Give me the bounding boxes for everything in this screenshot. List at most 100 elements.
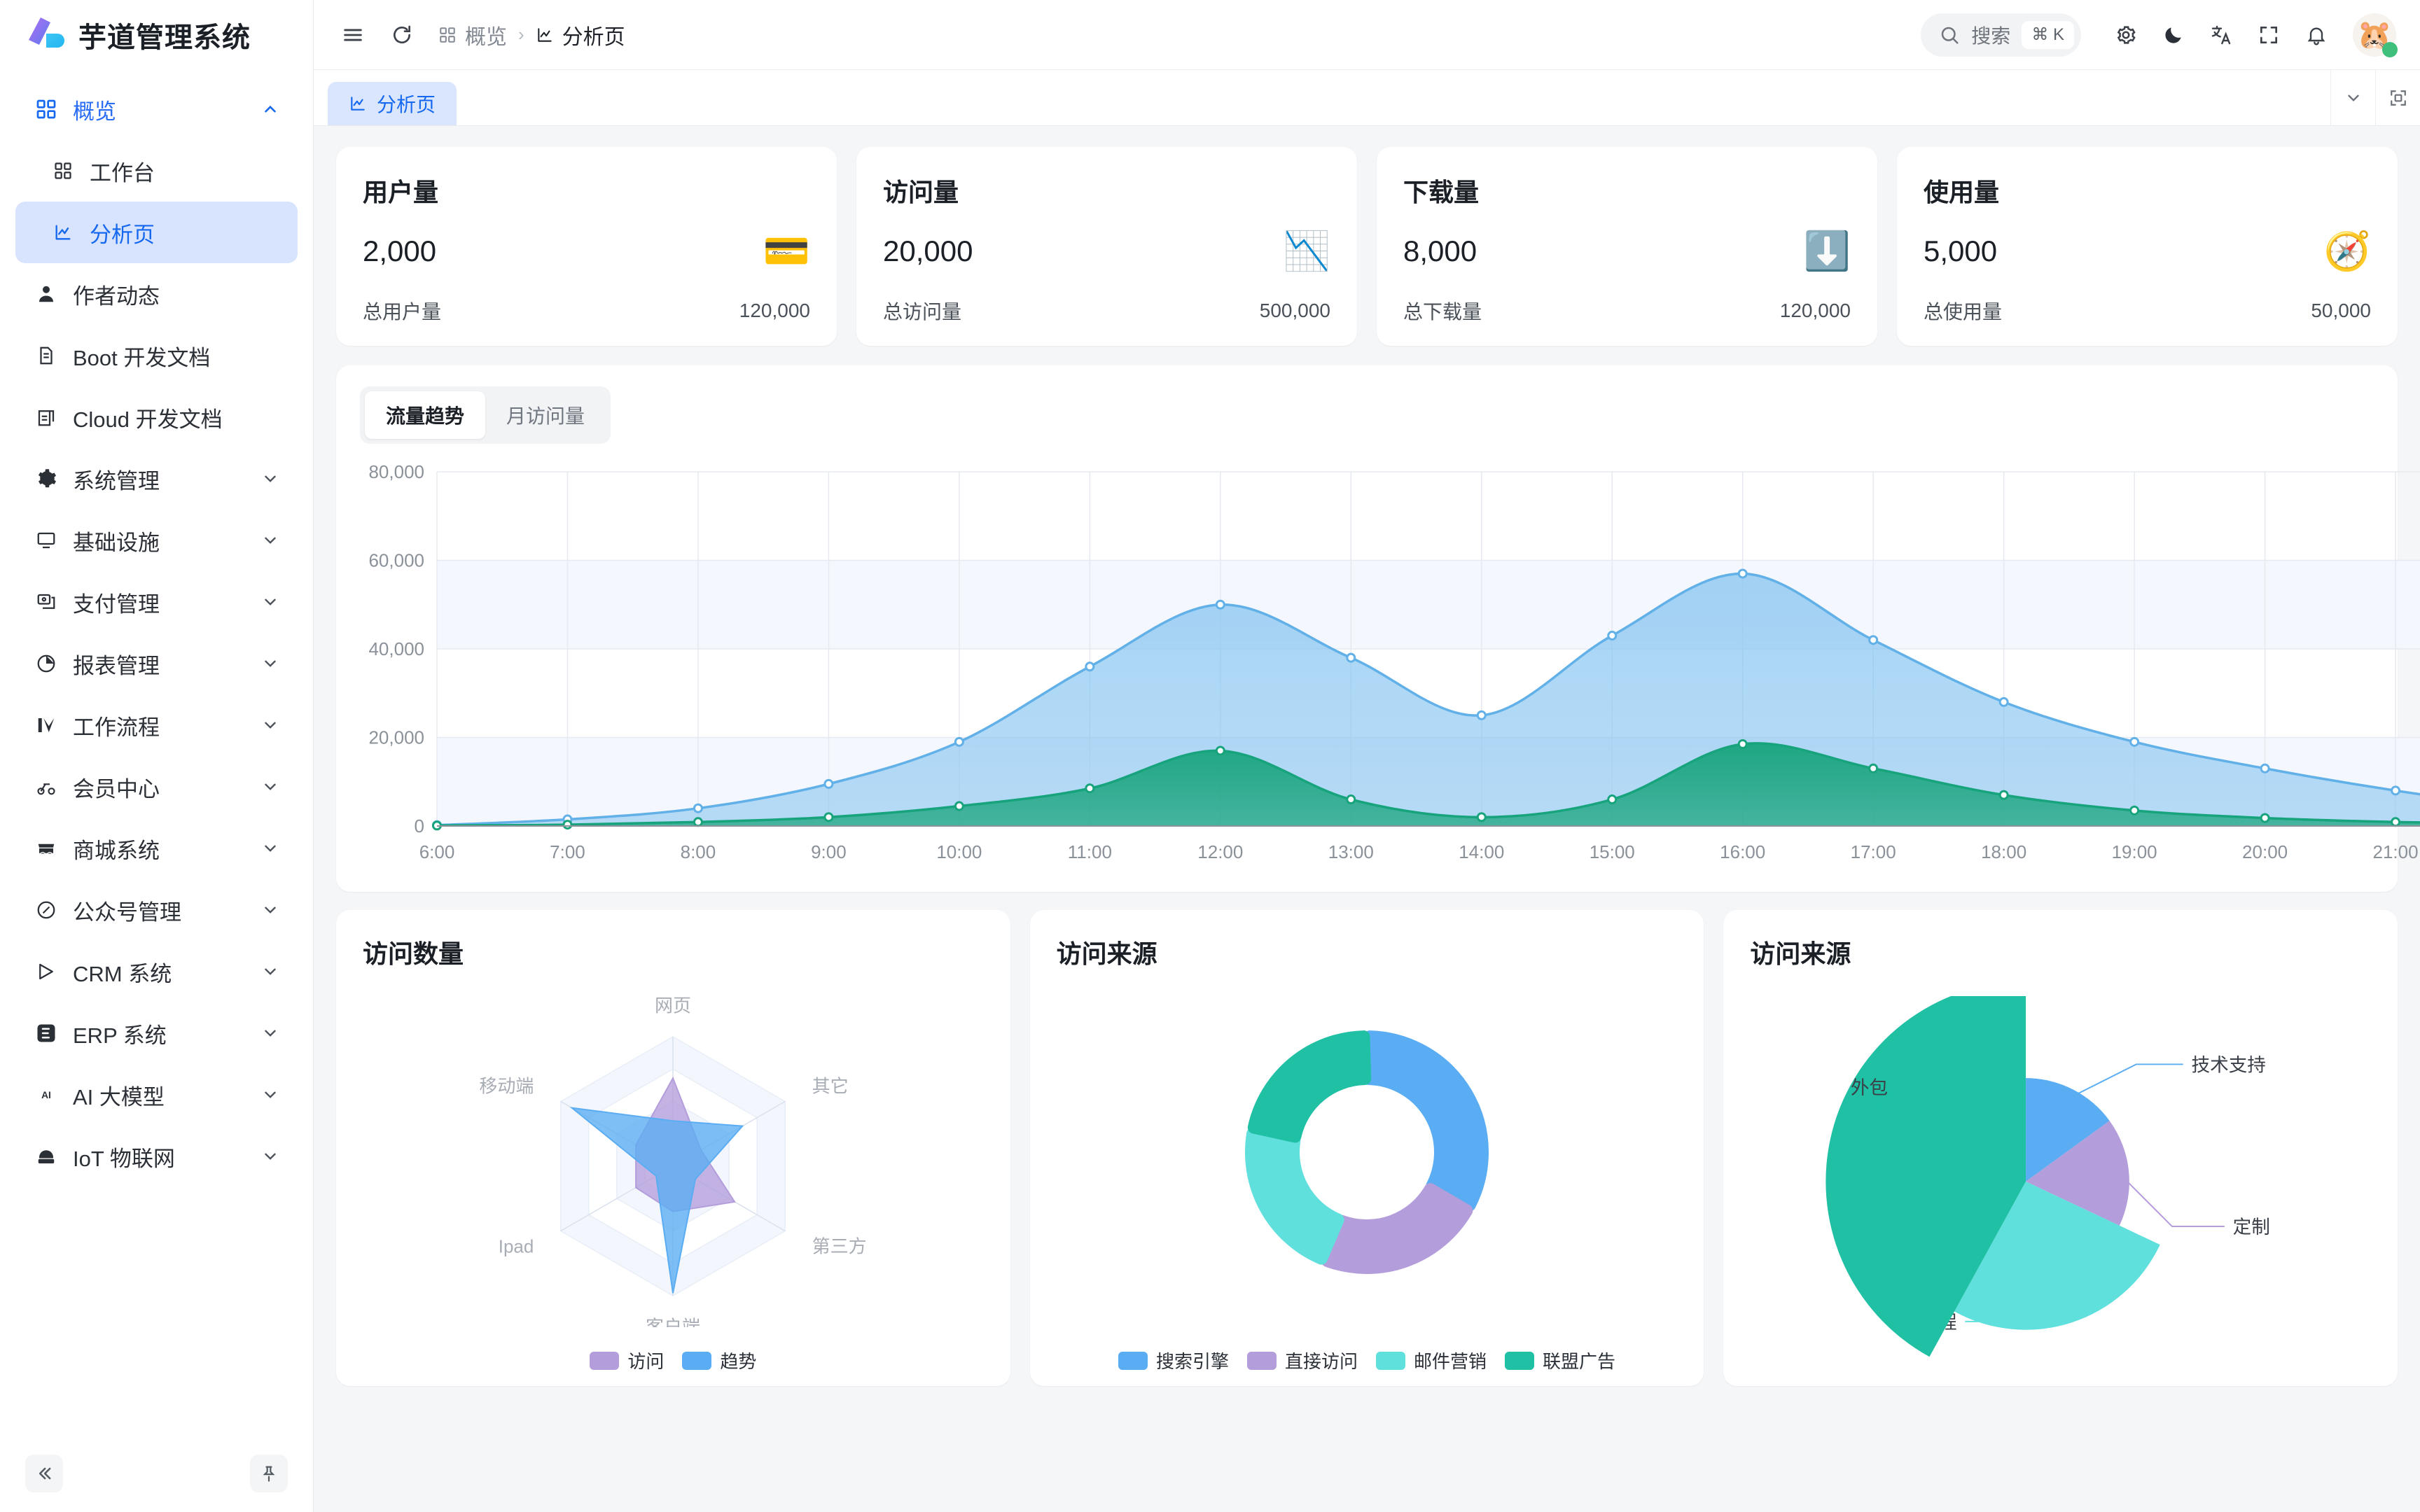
search-icon xyxy=(1942,27,1959,43)
gear-icon[interactable] xyxy=(2109,18,2143,52)
svg-text:13:00: 13:00 xyxy=(1328,841,1374,862)
gear-icon xyxy=(31,468,62,489)
sidebar-item-boot-docs[interactable]: Boot 开发文档 xyxy=(15,325,298,386)
compass-icon xyxy=(31,899,62,920)
legend-item[interactable]: 访问 xyxy=(590,1348,664,1373)
topbar-actions: 🐹 xyxy=(2109,13,2398,57)
trend-tab-traffic[interactable]: 流量趋势 xyxy=(365,391,486,439)
breadcrumb-item-overview[interactable]: 概览 xyxy=(438,20,507,50)
sidebar-item-label: CRM 系统 xyxy=(73,961,172,986)
svg-text:7:00: 7:00 xyxy=(550,841,585,862)
stat-main-row: 8,000 ⬇️ xyxy=(1403,232,1851,270)
sidebar-item-overview[interactable]: 概览 xyxy=(15,78,298,140)
brand[interactable]: 芋道管理系统 xyxy=(0,0,313,70)
legend-item[interactable]: 联盟广告 xyxy=(1505,1348,1615,1373)
grid-icon xyxy=(31,98,62,120)
bike-icon xyxy=(31,776,62,797)
breadcrumb: 概览 › 分析页 xyxy=(438,20,625,50)
trend-tab-monthly[interactable]: 月访问量 xyxy=(506,405,585,427)
sidebar-footer xyxy=(0,1435,313,1512)
stat-card-downloads: 下载量 8,000 ⬇️ 总下载量 120,000 xyxy=(1377,147,1877,346)
visit-source-donut-panel: 访问来源 搜索引擎 直接访问 xyxy=(1029,910,1704,1386)
sidebar: 芋道管理系统 概览 xyxy=(0,0,314,1512)
page-content: 用户量 2,000 💳 总用户量 120,000 访问量 20,000 📉 xyxy=(314,126,2420,1512)
sidebar-item-official-account[interactable]: 公众号管理 xyxy=(15,879,298,941)
stat-foot-value: 120,000 xyxy=(1779,300,1851,321)
documents-icon xyxy=(31,407,62,428)
sidebar-item-label: Boot 开发文档 xyxy=(73,345,211,370)
stat-foot-value: 120,000 xyxy=(739,300,810,321)
fullscreen-icon[interactable] xyxy=(2252,18,2286,52)
chevron-down-icon xyxy=(258,1024,282,1042)
legend-item[interactable]: 搜索引擎 xyxy=(1118,1348,1229,1373)
sidebar-item-payment-management[interactable]: 支付管理 xyxy=(15,571,298,633)
translate-icon[interactable] xyxy=(2204,18,2238,52)
legend-swatch xyxy=(1505,1351,1535,1370)
search-input[interactable]: 搜索 ⌘ K xyxy=(1921,13,2081,57)
hamburger-icon[interactable] xyxy=(336,18,370,52)
tab-maximize-button[interactable] xyxy=(2375,70,2420,126)
tab-analysis[interactable]: 分析页 xyxy=(328,82,457,125)
stat-card-usage: 使用量 5,000 🧭 总使用量 50,000 xyxy=(1897,147,2398,346)
legend-item[interactable]: 趋势 xyxy=(682,1348,756,1373)
grid-icon xyxy=(440,27,455,43)
sidebar-item-label: AI 大模型 xyxy=(73,1084,165,1110)
sidebar-item-crm-system[interactable]: CRM 系统 xyxy=(15,941,298,1002)
stat-title: 用户量 xyxy=(363,178,439,206)
legend-swatch xyxy=(590,1351,620,1370)
legend-item[interactable]: 邮件营销 xyxy=(1376,1348,1487,1373)
sidebar-item-member-center[interactable]: 会员中心 xyxy=(15,756,298,818)
sidebar-item-report-management[interactable]: 报表管理 xyxy=(15,633,298,694)
tabbar-controls xyxy=(2330,70,2420,126)
cursor-icon xyxy=(31,961,62,982)
sidebar-item-label: 分析页 xyxy=(90,222,155,247)
bell-icon[interactable] xyxy=(2300,18,2333,52)
stat-main-row: 2,000 💳 xyxy=(363,232,810,270)
refresh-icon[interactable] xyxy=(385,18,419,52)
sidebar-item-analysis[interactable]: 分析页 xyxy=(15,202,298,263)
tab-dropdown-button[interactable] xyxy=(2330,70,2375,126)
sidebar-collapse-button[interactable] xyxy=(25,1455,63,1492)
legend-label: 访问 xyxy=(627,1351,665,1372)
breadcrumb-item-analysis[interactable]: 分析页 xyxy=(536,20,625,50)
sidebar-pin-button[interactable] xyxy=(250,1455,288,1492)
sidebar-item-system-management[interactable]: 系统管理 xyxy=(15,448,298,510)
visit-source-rose-panel: 访问来源 技术支持定制远程外包 xyxy=(1723,910,2398,1386)
svg-text:40,000: 40,000 xyxy=(368,638,424,659)
svg-text:0: 0 xyxy=(415,816,424,836)
svg-text:17:00: 17:00 xyxy=(1851,841,1896,862)
sidebar-item-erp-system[interactable]: ERP 系统 xyxy=(15,1002,298,1064)
donut-legend: 搜索引擎 直接访问 邮件营销 联盟广告 xyxy=(1057,1348,1678,1386)
sidebar-item-workbench[interactable]: 工作台 xyxy=(15,140,298,202)
monitor-icon xyxy=(31,530,62,551)
sidebar-item-mall-system[interactable]: 商城系统 xyxy=(15,818,298,879)
panel-title: 访问数量 xyxy=(363,939,464,968)
svg-text:第三方: 第三方 xyxy=(812,1236,867,1256)
traffic-trend-chart: 0 20,000 40,000 60,000 80,000 6:00 7:00 8:00 9:0… xyxy=(360,456,2420,876)
status-badge xyxy=(2382,41,2398,57)
sidebar-item-cloud-docs[interactable]: Cloud 开发文档 xyxy=(15,386,298,448)
sidebar-item-label: Cloud 开发文档 xyxy=(73,407,223,432)
svg-text:60,000: 60,000 xyxy=(368,550,424,571)
sidebar-item-label: 公众号管理 xyxy=(73,899,181,925)
svg-text:16:00: 16:00 xyxy=(1720,841,1765,862)
moon-icon[interactable] xyxy=(2157,18,2190,52)
stat-foot-label: 总用户量 xyxy=(363,301,442,323)
chart-line-icon xyxy=(537,27,552,42)
download-icon: ⬇️ xyxy=(1803,230,1851,272)
legend-item[interactable]: 直接访问 xyxy=(1246,1348,1358,1373)
sidebar-item-author-feed[interactable]: 作者动态 xyxy=(15,263,298,325)
sidebar-item-infrastructure[interactable]: 基础设施 xyxy=(15,510,298,571)
chevron-down-icon xyxy=(258,593,282,611)
svg-text:21:00: 21:00 xyxy=(2373,841,2419,862)
payment-icon xyxy=(31,592,62,612)
avatar[interactable]: 🐹 xyxy=(2353,13,2398,57)
sidebar-item-iot[interactable]: IoT 物联网 xyxy=(15,1126,298,1187)
stat-cards: 用户量 2,000 💳 总用户量 120,000 访问量 20,000 📉 xyxy=(336,147,2398,346)
sidebar-item-ai-model[interactable]: AI AI 大模型 xyxy=(15,1064,298,1126)
topbar: 概览 › 分析页 搜索 ⌘ K xyxy=(314,0,2420,70)
legend-label: 搜索引擎 xyxy=(1155,1351,1229,1372)
pie-chart-icon: 📉 xyxy=(1283,230,1330,272)
sidebar-item-workflow[interactable]: 工作流程 xyxy=(15,694,298,756)
grid-icon xyxy=(48,161,78,181)
